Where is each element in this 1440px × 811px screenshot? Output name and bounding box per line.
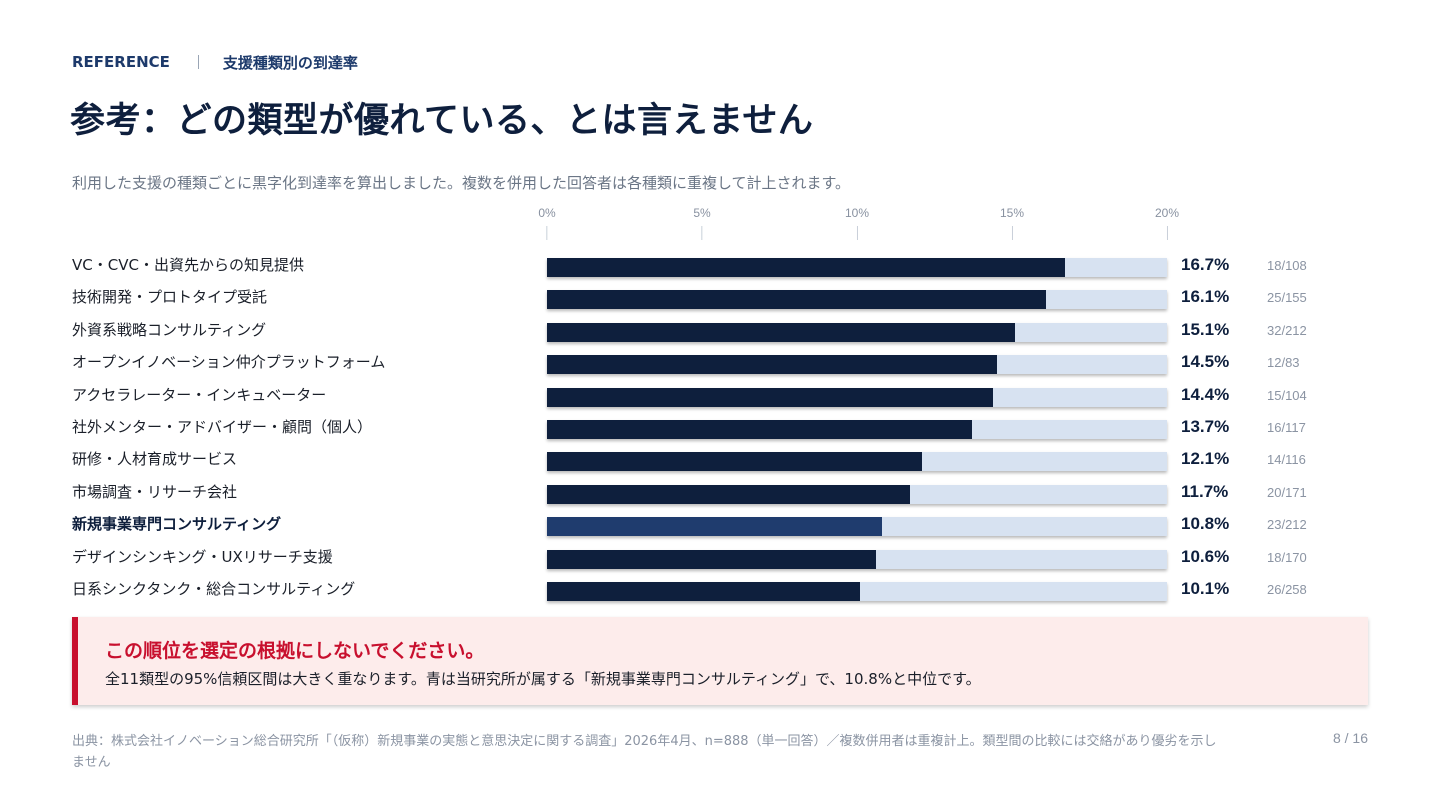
x-tick-label: 15% bbox=[999, 206, 1025, 220]
category-label: 新規事業専門コンサルティング bbox=[72, 515, 282, 534]
bar-highlight bbox=[547, 517, 882, 537]
bar bbox=[547, 484, 910, 504]
page-title: 参考：どの類型が優れている、とは言えません bbox=[70, 101, 814, 141]
chart-row: VC・CVC・出資先からの知見提供 16.7% 18/108 bbox=[0, 249, 1440, 281]
value-label: 12.1% bbox=[1181, 449, 1230, 469]
count-label: 15/104 bbox=[1267, 387, 1307, 403]
chart-row: 外資系戦略コンサルティング 15.1% 32/212 bbox=[0, 314, 1440, 346]
bar bbox=[547, 419, 972, 439]
x-tick-label: 0% bbox=[538, 206, 556, 220]
bar bbox=[547, 355, 997, 375]
value-label: 14.4% bbox=[1181, 384, 1230, 404]
x-tick: 5% bbox=[693, 206, 711, 240]
x-tick: 15% bbox=[1000, 206, 1024, 240]
bar-track bbox=[547, 419, 1167, 439]
bar bbox=[547, 387, 994, 407]
category-label: 社外メンター・アドバイザー・顧問（個人） bbox=[72, 417, 373, 436]
count-label: 26/258 bbox=[1267, 581, 1307, 597]
bar-track bbox=[547, 549, 1167, 569]
count-label: 32/212 bbox=[1267, 322, 1307, 338]
chart-row: 社外メンター・アドバイザー・顧問（個人） 13.7% 16/117 bbox=[0, 411, 1440, 443]
bar bbox=[547, 322, 1016, 342]
chart-row: 技術開発・プロトタイプ受託 16.1% 25/155 bbox=[0, 281, 1440, 313]
x-axis: 0% 5% 10% 15% 20% bbox=[538, 206, 1179, 242]
category-label: VC・CVC・出資先からの知見提供 bbox=[72, 256, 304, 274]
bar-track bbox=[547, 258, 1167, 277]
count-label: 25/155 bbox=[1267, 290, 1307, 306]
count-label: 14/116 bbox=[1267, 452, 1306, 468]
category-label: アクセラレーター・インキュベーター bbox=[72, 385, 327, 404]
eyebrow-topic-label: 支援種類別の到達率 bbox=[222, 53, 358, 72]
bar-chart: VC・CVC・出資先からの知見提供 16.7% 18/108 技術開発・プロトタイプ受… bbox=[0, 249, 1440, 605]
count-label: 18/108 bbox=[1267, 258, 1307, 273]
count-label: 23/212 bbox=[1267, 517, 1307, 533]
value-label: 14.5% bbox=[1181, 352, 1230, 372]
bar bbox=[547, 581, 861, 601]
count-label: 16/117 bbox=[1267, 419, 1306, 435]
x-tick: 0% bbox=[538, 206, 556, 240]
bar bbox=[547, 258, 1065, 277]
warning-callout: この順位を選定の根拠にしないでください。 全11類型の95%信頼区間は大きく重な… bbox=[72, 617, 1368, 705]
count-label: 20/171 bbox=[1267, 484, 1307, 500]
bar-track bbox=[547, 322, 1167, 342]
count-label: 12/83 bbox=[1267, 355, 1300, 371]
x-tick-mark bbox=[1166, 226, 1168, 240]
bar-track bbox=[547, 581, 1167, 601]
value-label: 10.6% bbox=[1181, 546, 1230, 566]
chart-row: 新規事業専門コンサルティング 10.8% 23/212 bbox=[0, 508, 1440, 540]
bar bbox=[547, 290, 1047, 310]
value-label: 11.7% bbox=[1181, 481, 1229, 501]
bar bbox=[547, 549, 876, 569]
category-label: 外資系戦略コンサルティング bbox=[72, 320, 267, 339]
x-tick-mark bbox=[701, 226, 703, 240]
bar-track bbox=[547, 517, 1167, 537]
chart-row: デザインシンキング・UXリサーチ支援 10.6% 18/170 bbox=[0, 541, 1440, 573]
bar bbox=[547, 452, 923, 472]
bar-track bbox=[547, 355, 1167, 375]
value-label: 10.8% bbox=[1181, 514, 1230, 534]
x-tick: 10% bbox=[845, 206, 869, 240]
eyebrow: REFERENCE 支援種類別の到達率 bbox=[72, 51, 358, 73]
category-label: 日系シンクタンク・総合コンサルティング bbox=[72, 579, 356, 598]
value-label: 13.7% bbox=[1181, 416, 1230, 436]
x-tick-mark bbox=[1011, 226, 1013, 240]
x-tick-mark bbox=[856, 226, 858, 240]
callout-body: 全11類型の95%信頼区間は大きく重なります。青は当研究所が属する「新規事業専門… bbox=[105, 670, 981, 688]
chart-row: 研修・人材育成サービス 12.1% 14/116 bbox=[0, 443, 1440, 475]
chart-row: オープンイノベーション仲介プラットフォーム 14.5% 12/83 bbox=[0, 346, 1440, 378]
chart-row: 市場調査・リサーチ会社 11.7% 20/171 bbox=[0, 476, 1440, 508]
bar-track bbox=[547, 290, 1167, 310]
value-label: 15.1% bbox=[1181, 319, 1230, 339]
count-label: 18/170 bbox=[1267, 549, 1307, 565]
x-tick: 20% bbox=[1155, 206, 1179, 240]
page-number: 8 / 16 bbox=[1332, 730, 1368, 746]
category-label: 技術開発・プロトタイプ受託 bbox=[72, 288, 268, 307]
chart-row: 日系シンクタンク・総合コンサルティング 10.1% 26/258 bbox=[0, 573, 1440, 605]
bar-track bbox=[547, 452, 1167, 472]
x-tick-mark bbox=[546, 226, 548, 240]
callout-title: この順位を選定の根拠にしないでください。 bbox=[105, 640, 485, 662]
source-note: 出典：株式会社イノベーション総合研究所「（仮称）新規事業の実態と意思決定に関する… bbox=[72, 734, 1217, 770]
category-label: オープンイノベーション仲介プラットフォーム bbox=[72, 353, 386, 372]
page-subtitle: 利用した支援の種類ごとに黒字化到達率を算出しました。複数を併用した回答者は各種類… bbox=[72, 174, 851, 192]
eyebrow-section-label: REFERENCE bbox=[72, 53, 170, 71]
category-label: デザインシンキング・UXリサーチ支援 bbox=[72, 547, 333, 566]
x-tick-label: 20% bbox=[1154, 206, 1180, 220]
bar-track bbox=[547, 484, 1167, 504]
x-tick-label: 10% bbox=[844, 206, 870, 220]
chart-row: アクセラレーター・インキュベーター 14.4% 15/104 bbox=[0, 379, 1440, 411]
value-label: 16.7% bbox=[1181, 255, 1230, 274]
value-label: 10.1% bbox=[1181, 578, 1230, 598]
category-label: 市場調査・リサーチ会社 bbox=[72, 482, 238, 501]
bar-track bbox=[547, 387, 1167, 407]
x-tick-label: 5% bbox=[693, 206, 711, 220]
value-label: 16.1% bbox=[1181, 287, 1230, 307]
eyebrow-divider bbox=[197, 55, 199, 69]
category-label: 研修・人材育成サービス bbox=[72, 450, 238, 469]
